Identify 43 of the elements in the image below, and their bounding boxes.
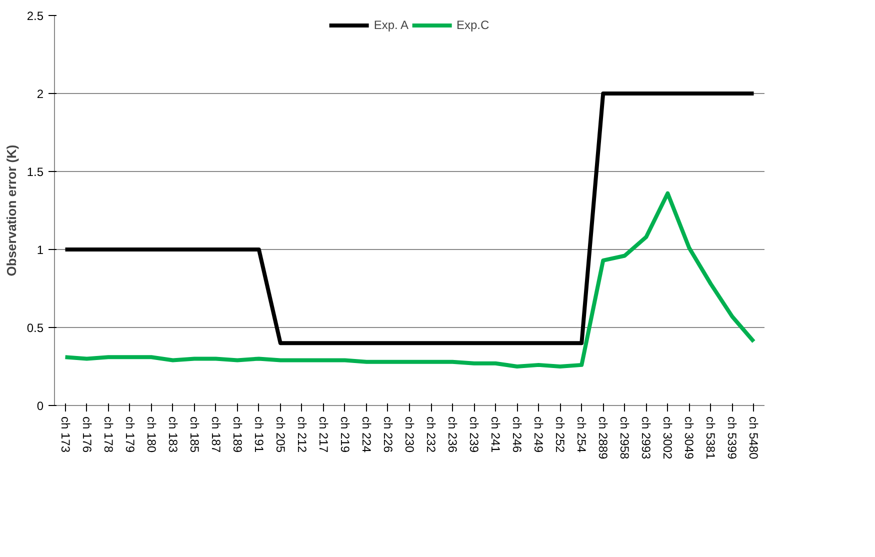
x-tick-label: ch 180	[144, 416, 158, 453]
x-tick-label: ch 230	[402, 416, 416, 453]
x-tick-label: ch 224	[359, 416, 374, 453]
x-tick-label: ch 2958	[618, 416, 632, 460]
x-tick-label: ch 3002	[660, 416, 675, 460]
x-tick-label: ch 236	[446, 416, 460, 453]
x-tick-label: ch 173	[58, 416, 72, 453]
x-tick-label: ch 2889	[596, 416, 610, 460]
x-tick-label: ch 239	[467, 416, 482, 453]
x-tick-label: ch 252	[553, 416, 568, 453]
y-tick-label: 2.5	[26, 9, 44, 23]
x-tick-label: ch 183	[166, 416, 180, 453]
x-tick-label: ch 217	[316, 416, 330, 453]
x-tick-label: ch 189	[230, 416, 244, 453]
x-tick-label: ch 254	[574, 416, 589, 453]
x-tick-label: ch 178	[101, 416, 116, 453]
x-tick-label: ch 249	[532, 416, 546, 453]
y-tick-label: 2	[36, 87, 44, 101]
x-tick-label: ch 5399	[725, 416, 740, 460]
y-axis-title: Observation error (K)	[4, 144, 19, 276]
legend-label: Exp. A	[374, 18, 408, 32]
x-tick-label: ch 219	[338, 416, 352, 453]
x-tick-label: ch 246	[510, 416, 524, 453]
line-series	[63, 191, 756, 368]
x-tick-label: ch 191	[252, 416, 266, 453]
y-tick-label: 1.5	[26, 165, 44, 179]
x-tick-label: ch 205	[273, 416, 288, 453]
x-tick-label: ch 5480	[746, 416, 761, 460]
x-tick-label: ch 5381	[704, 416, 718, 460]
y-tick-label: 0.5	[26, 321, 44, 335]
x-tick-label: ch 185	[187, 416, 202, 453]
x-tick-label: ch 226	[380, 416, 395, 453]
legend-label: Exp.C	[456, 18, 490, 32]
y-tick-label: 0	[36, 399, 44, 413]
x-tick-label: ch 176	[80, 416, 94, 453]
x-tick-label: ch 3049	[682, 416, 696, 460]
x-tick-label: ch 241	[488, 416, 503, 453]
x-tick-label: ch 212	[294, 416, 309, 453]
x-tick-label: ch 187	[208, 416, 223, 453]
x-tick-label: ch 179	[122, 416, 137, 453]
x-tick-label: ch 2993	[639, 416, 654, 460]
y-tick-label: 1	[36, 243, 44, 257]
x-tick-label: ch 232	[424, 416, 438, 453]
